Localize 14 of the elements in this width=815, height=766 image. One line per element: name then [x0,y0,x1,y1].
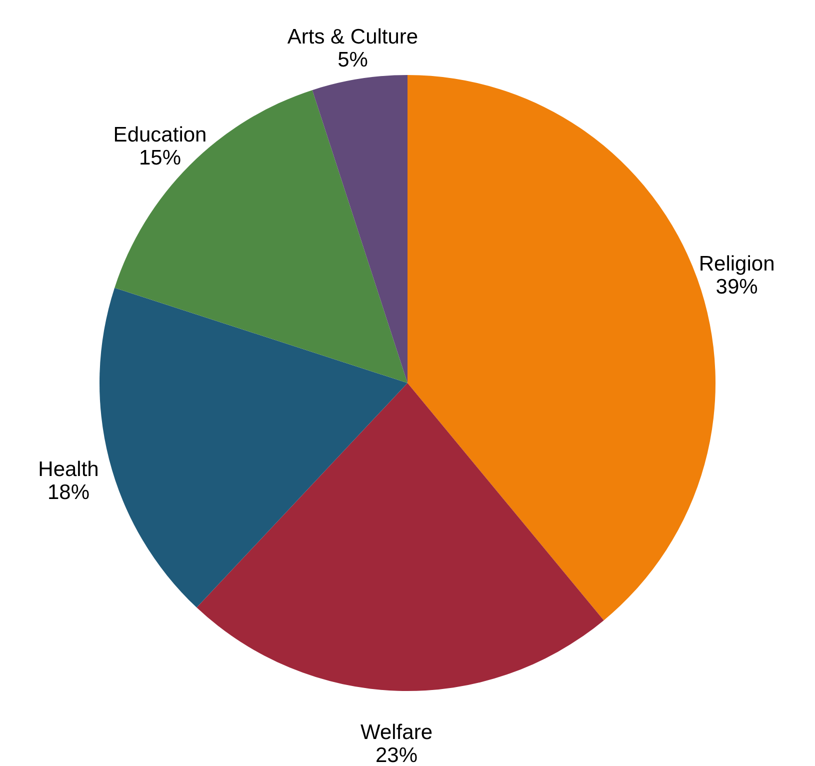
slice-label: Education [113,124,207,147]
slice-label: Welfare [360,720,432,744]
pie-slice [100,288,408,608]
data-label: 23% [375,744,418,766]
slice-label: Arts & Culture [287,25,418,48]
pie-slice [196,383,604,691]
pie-slice [312,75,408,383]
slice-label: Religion [698,252,775,276]
slice-label: Health [38,458,99,482]
data-label: 15% [138,146,182,170]
data-label: 39% [716,275,758,298]
pie-slice [114,90,408,383]
data-label: 18% [47,481,90,504]
data-label: 5% [338,48,368,72]
